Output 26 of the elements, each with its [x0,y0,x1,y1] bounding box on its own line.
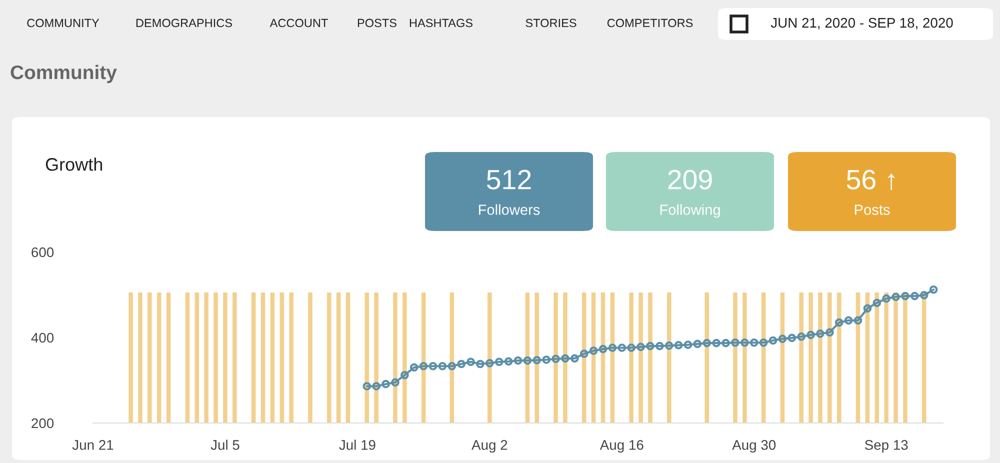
x-tick-label: Jul 19 [339,440,376,450]
text: 56 ↑ [846,170,895,190]
x-tick-label: Aug 30 [732,440,776,453]
text: Followers [479,204,540,215]
x-tick-label: Aug 2 [472,440,508,453]
y-tick-label: 600 [32,247,54,258]
text: Following [660,204,720,218]
text: JUN 21, 2020 - SEP 18, 2020 [770,18,953,30]
text: Community [10,64,117,84]
text: HASHTAGS [410,18,472,28]
text: 209 [668,170,712,190]
text: DEMOGRAPHICS [136,18,232,28]
y-tick-label: 200 [32,418,54,428]
x-tick-label: Aug 16 [600,440,644,453]
text: Posts [854,204,890,215]
chart-title: Growth [46,158,102,171]
text: STORIES [526,18,576,28]
text: COMPETITORS [607,18,693,28]
x-tick-label: Jun 21 [72,440,114,450]
text: 512 [486,170,531,190]
text: POSTS [358,18,396,28]
x-tick-label: Sep 13 [864,440,908,453]
text: ACCOUNT [270,18,328,28]
y-tick-label: 400 [31,332,54,343]
text: COMMUNITY [27,18,100,28]
x-tick-label: Jul 5 [210,440,240,450]
